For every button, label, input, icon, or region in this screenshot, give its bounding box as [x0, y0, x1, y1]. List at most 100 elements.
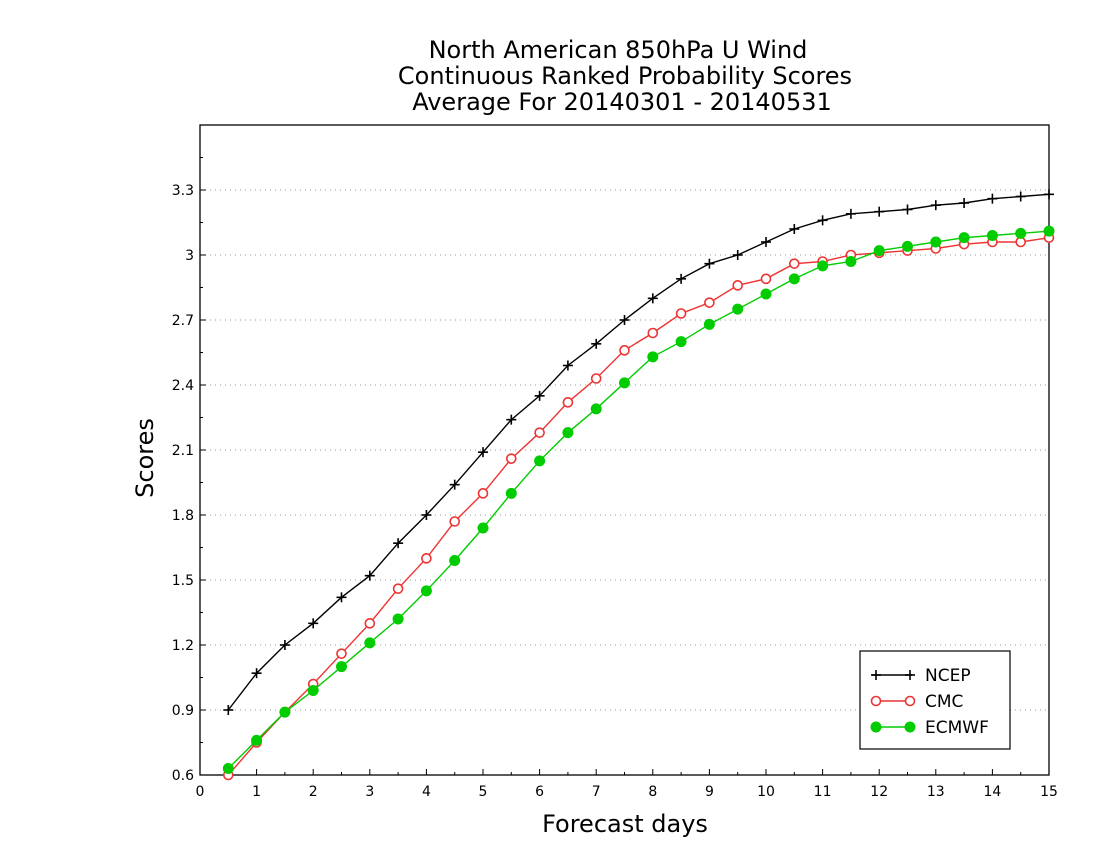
y-tick-label: 0.6 [172, 768, 194, 784]
x-tick-label: 14 [983, 784, 1001, 800]
ncep-point [732, 250, 743, 260]
data-series [222, 189, 1055, 781]
chart-title-line-2: Continuous Ranked Probability Scores [398, 62, 852, 90]
ncep-point [562, 360, 573, 371]
ncep-point [393, 538, 404, 549]
legend-entry-cmc: CMC [870, 692, 963, 712]
y-tick-label: 2.7 [172, 313, 194, 329]
x-tick-label: 2 [309, 784, 318, 800]
legend-box [859, 650, 1011, 750]
ecmwf-point [222, 763, 234, 774]
x-tick-label: 9 [705, 784, 714, 800]
y-tick-label: 3.3 [172, 183, 194, 199]
ncep-point [902, 204, 913, 215]
axes: 0 1 2 3 4 5 6 7 8 9 10 11 12 13 14 150.60.91.21.51.82.1… [172, 124, 1058, 800]
cmc-legend-marker-right [904, 695, 916, 707]
ncep-point [308, 618, 319, 629]
legend-label-ncep: NCEP [925, 666, 971, 686]
cmc-point [760, 273, 772, 285]
ecmwf-point [675, 336, 687, 348]
ecmwf-point [1015, 227, 1027, 239]
x-tick-label: 7 [592, 784, 601, 800]
ecmwf-point [902, 240, 913, 252]
y-tick-label: 3 [185, 248, 194, 264]
ncep-point [279, 640, 290, 650]
y-tick-label: 0.9 [172, 703, 194, 719]
ncep-point [251, 668, 262, 679]
ncep-legend-marker-right [905, 670, 915, 680]
ecmwf-point [986, 230, 998, 241]
ncep-point [845, 208, 856, 219]
cmc-point [336, 648, 347, 659]
ecmwf-point [845, 256, 857, 267]
x-tick-label: 8 [648, 784, 657, 800]
ncep-point [421, 510, 432, 520]
ncep-series [223, 189, 1054, 715]
cmc-point [788, 258, 800, 269]
cmc-point [477, 488, 489, 499]
cmc-point [421, 553, 432, 564]
x-tick-label: 13 [927, 784, 945, 800]
ncep-point [619, 315, 630, 325]
y-tick-label: 1.2 [172, 638, 194, 654]
ncep-line [227, 193, 1050, 711]
ecmwf-series [222, 225, 1055, 774]
cmc-point [392, 583, 404, 594]
ncep-point [987, 193, 998, 204]
ncep-point [336, 592, 347, 603]
ecmwf-point [562, 427, 574, 439]
ecmwf-point [336, 661, 347, 673]
chart-title-line-1: North American 850hPa U Wind [429, 36, 808, 64]
ecmwf-point [647, 351, 659, 363]
ncep-point [930, 200, 941, 211]
ecmwf-point [392, 613, 404, 625]
cmc-point [619, 345, 630, 356]
ncep-point [506, 414, 517, 425]
cmc-point [562, 397, 574, 408]
ncep-point [959, 198, 970, 208]
ecmwf-point [590, 403, 602, 415]
ncep-point [1044, 189, 1054, 200]
ecmwf-point [619, 377, 630, 389]
legend: NCEP CMC ECMWF [859, 650, 1011, 750]
x-tick-label: 4 [422, 784, 431, 800]
ncep-point [817, 215, 828, 226]
ncep-point [704, 258, 715, 269]
chart-title-line-3: Average For 20140301 - 20140531 [412, 88, 832, 116]
cmc-point [449, 516, 461, 527]
cmc-legend-marker-left [870, 695, 882, 707]
ecmwf-point [505, 487, 517, 499]
cmc-point [590, 373, 602, 384]
x-tick-label: 0 [196, 784, 205, 800]
y-tick-label: 2.4 [172, 378, 194, 394]
ecmwf-point [477, 522, 489, 534]
ncep-point [449, 479, 460, 490]
ecmwf-legend-marker-left [870, 721, 882, 733]
ecmwf-legend-marker-right [904, 721, 916, 733]
ncep-point [591, 338, 602, 349]
legend-entry-ecmwf: ECMWF [870, 718, 989, 738]
ncep-point [647, 293, 658, 304]
cmc-point [704, 297, 715, 308]
ecmwf-point [788, 273, 800, 285]
ecmwf-point [703, 318, 715, 330]
y-tick-label: 2.1 [172, 443, 194, 459]
y-tick-label: 1.5 [172, 573, 194, 589]
y-tick-label: 1.8 [172, 508, 194, 524]
x-tick-label: 5 [479, 784, 488, 800]
cmc-point [675, 308, 687, 319]
cmc-point [364, 618, 376, 629]
ecmwf-point [1043, 225, 1055, 237]
x-tick-label: 15 [1040, 784, 1058, 800]
x-tick-label: 3 [365, 784, 374, 800]
ncep-point [364, 570, 375, 581]
ncep-point [761, 237, 771, 247]
ncep-point [874, 206, 885, 217]
ecmwf-point [279, 706, 291, 718]
ncep-point [534, 390, 545, 401]
ecmwf-point [420, 585, 432, 597]
x-tick-label: 11 [814, 784, 832, 800]
y-axis-label: Scores [131, 418, 159, 498]
ecmwf-point [449, 555, 461, 566]
ncep-point [223, 705, 234, 715]
